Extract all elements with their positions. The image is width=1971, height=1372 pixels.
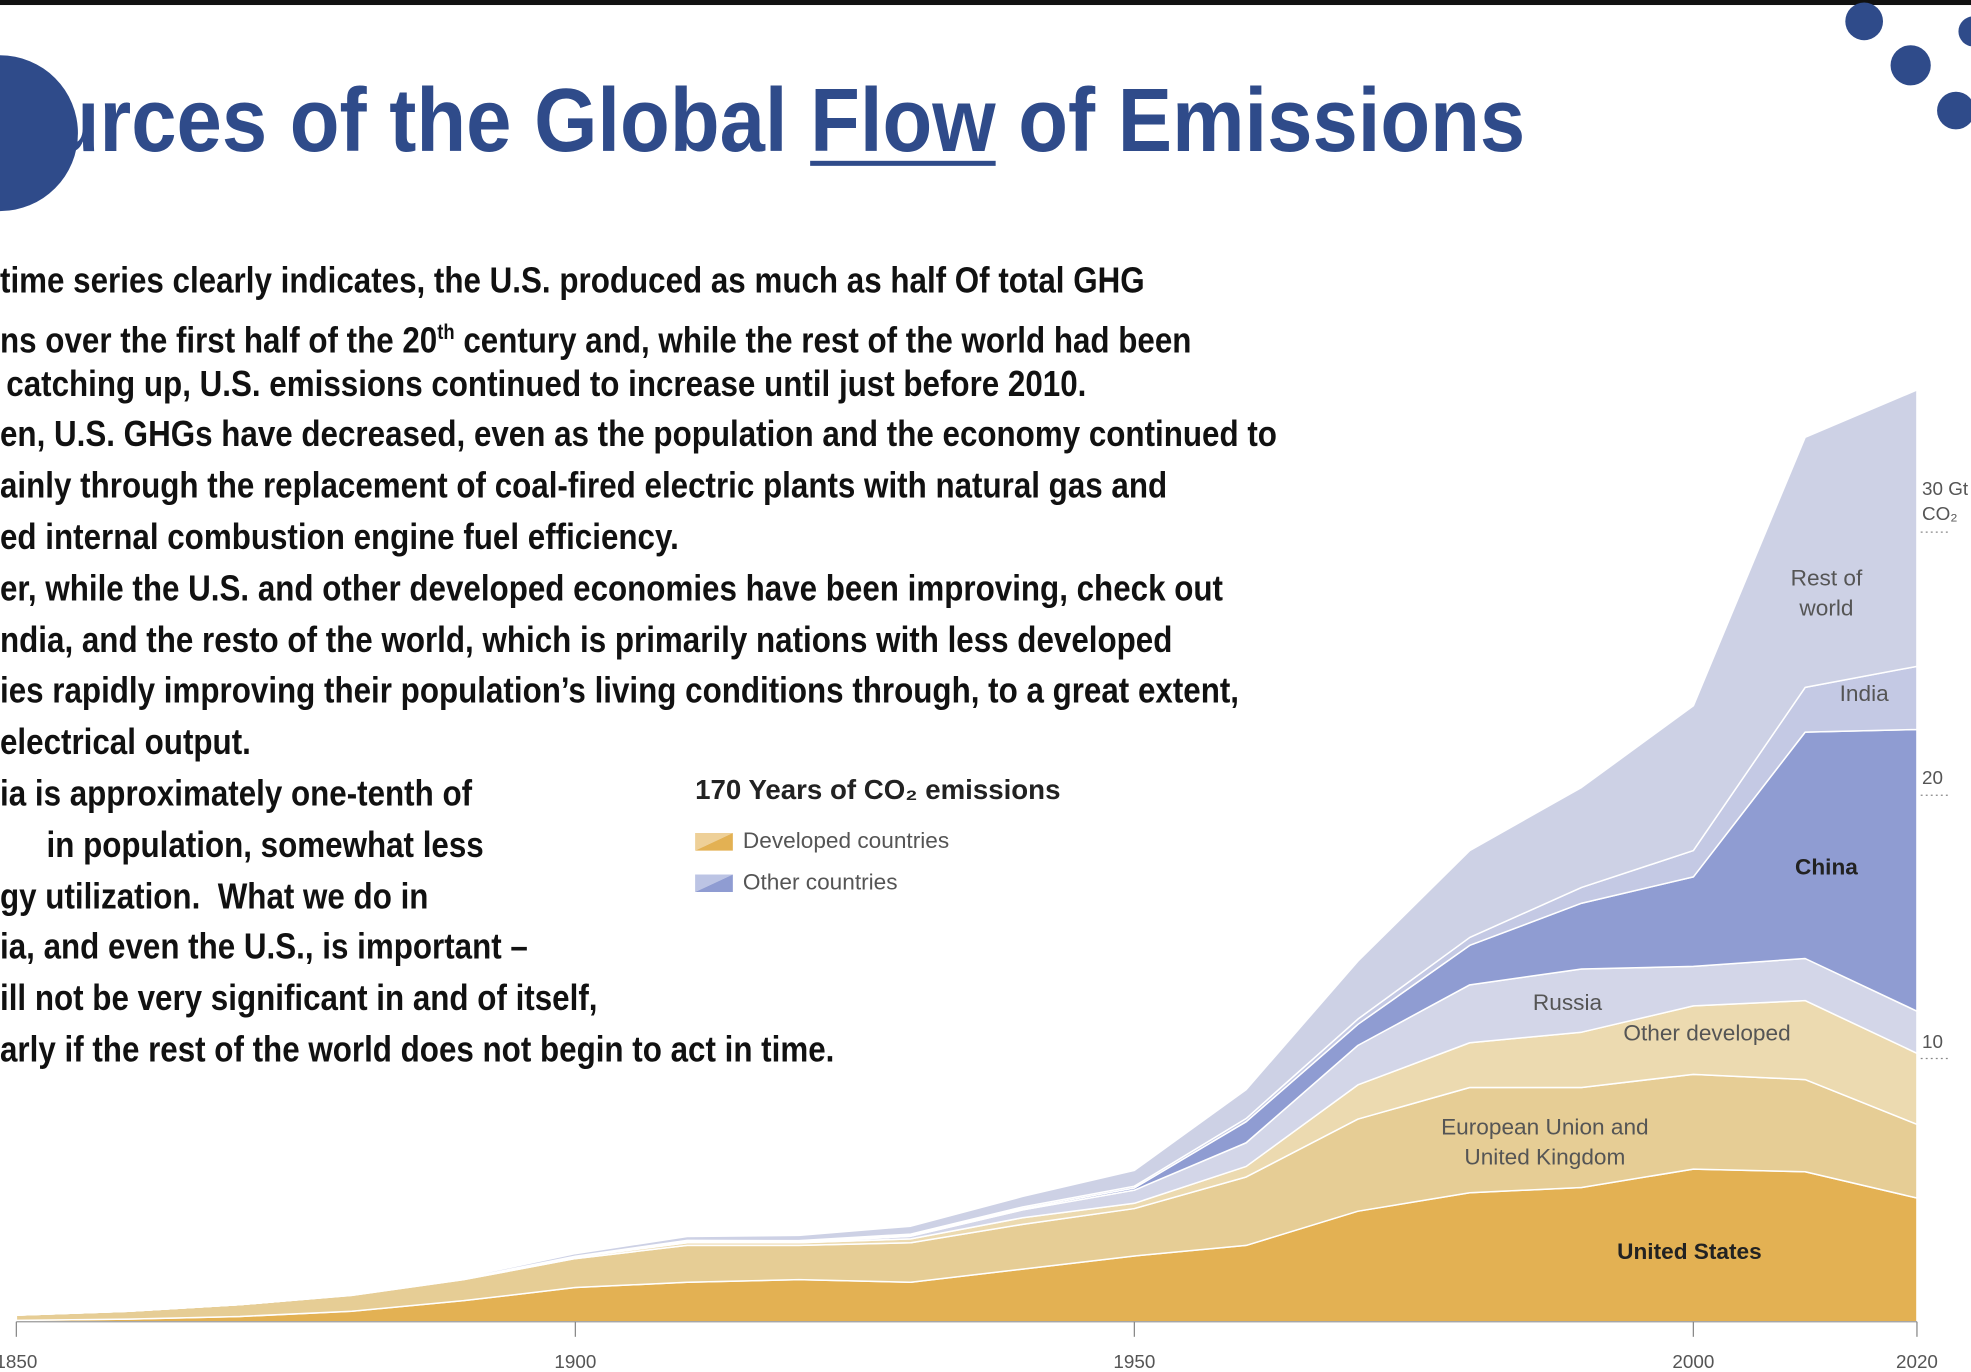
body-line: in population, somewhat less <box>46 825 484 866</box>
body-line: ndia, and the resto of the world, which … <box>0 620 1173 661</box>
body-line: ia, and even the U.S., is important – <box>0 927 528 968</box>
title-text: of Emissions <box>995 70 1526 171</box>
x-tick-label: 1950 <box>1113 1351 1155 1372</box>
series-label: United States <box>1617 1238 1762 1264</box>
title-underlined: Flow <box>810 70 996 171</box>
series-label: European Union and United Kingdom <box>1441 1114 1649 1170</box>
y-tick-label: 20 <box>1921 767 1943 790</box>
series-label: Other developed <box>1623 1020 1791 1046</box>
body-line: gy utilization. What we do in <box>0 876 429 917</box>
series-label: India <box>1839 680 1889 707</box>
plot: 1850 1900 1950 2000 2020 <box>0 389 1950 1372</box>
body-line: arly if the rest of the world does not b… <box>0 1030 835 1071</box>
title-text: ources of the Global <box>0 70 811 171</box>
y-tick-label: 30 Gt CO₂ <box>1921 478 1969 525</box>
decor-dot <box>1845 2 1884 41</box>
body-line: ainly through the replacement of coal-fi… <box>0 466 1168 507</box>
body-line: er, while the U.S. and other developed e… <box>0 568 1223 610</box>
legend-label: Other countries <box>742 869 898 895</box>
body-line: ies rapidly improving their population’s… <box>0 671 1240 712</box>
decor-circle <box>0 55 78 212</box>
y-tick-label: 10 <box>1921 1030 1943 1053</box>
chart-title: 170 Years of CO₂ emissions <box>695 773 1061 806</box>
legend-label: Developed countries <box>742 827 950 854</box>
body-line: time series clearly indicates, the U.S. … <box>0 261 1145 302</box>
decor-dot <box>1890 45 1931 86</box>
body-line: ia is approximately one-tenth of <box>0 773 473 815</box>
body-text-part: ns over the first half of the 20 <box>0 320 438 362</box>
slide-title: ources of the Global Flow of Emissions <box>0 69 1525 172</box>
body-text-part: century and, while the rest of the world… <box>454 320 1192 362</box>
body-line: electrical output. <box>0 722 251 763</box>
decor-dot <box>1937 91 1971 130</box>
x-tick-label: 1900 <box>554 1351 596 1372</box>
series-label: China <box>1795 854 1858 880</box>
series-label: Russia <box>1532 990 1603 1016</box>
x-tick-label: 1850 <box>0 1351 37 1372</box>
area <box>15 389 1918 1316</box>
body-line: catching up, U.S. emissions continued to… <box>6 363 1087 405</box>
body-line: en, U.S. GHGs have decreased, even as th… <box>0 415 1277 456</box>
body-text: time series clearly indicates, the U.S. … <box>0 256 1277 1076</box>
legend-swatch <box>695 874 733 893</box>
body-line: ed internal combustion engine fuel effic… <box>0 517 679 558</box>
x-tick-label: 2020 <box>1896 1351 1938 1372</box>
series-label: Rest of world <box>1790 565 1863 621</box>
legend-swatch <box>695 832 733 851</box>
decor-dot <box>1958 16 1971 47</box>
x-tick-label: 2000 <box>1672 1351 1714 1372</box>
top-rule <box>0 0 1971 6</box>
body-text-part: th <box>437 320 455 345</box>
body-line: ns over the first half of the 20th centu… <box>0 308 1277 362</box>
body-line: ill not be very significant in and of it… <box>0 978 598 1020</box>
